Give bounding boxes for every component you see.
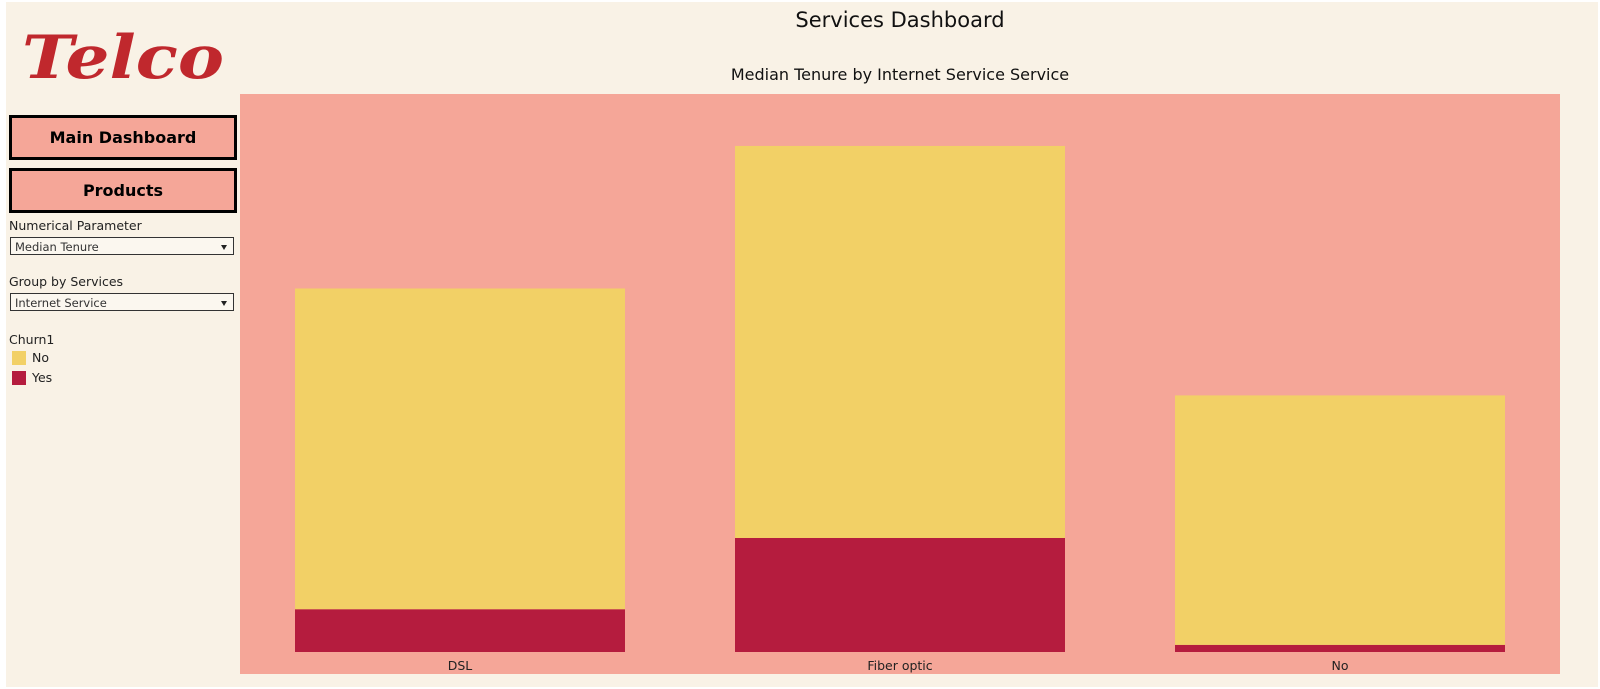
chart-title: Median Tenure by Internet Service Servic… <box>730 65 1070 84</box>
numerical-parameter-value: Median Tenure <box>15 240 99 254</box>
legend-item-yes[interactable]: Yes <box>12 370 52 385</box>
main-dashboard-button[interactable]: Main Dashboard <box>9 115 237 160</box>
legend-label-no: No <box>32 350 49 365</box>
bar-fiber-optic-no[interactable] <box>735 145 1065 538</box>
legend-item-no[interactable]: No <box>12 350 49 365</box>
numerical-parameter-label: Numerical Parameter <box>9 218 142 233</box>
dashboard-app: Telco Main Dashboard Products Numerical … <box>6 2 1598 687</box>
group-by-services-label: Group by Services <box>9 274 124 289</box>
numerical-parameter-select[interactable]: Median Tenure <box>10 237 234 255</box>
bar-dsl-no[interactable] <box>295 288 625 610</box>
group-by-services-value: Internet Service <box>15 296 107 310</box>
logo-text: Telco <box>22 23 224 93</box>
chevron-down-icon <box>221 245 227 250</box>
legend-swatch-no <box>12 350 26 365</box>
main-dashboard-label: Main Dashboard <box>49 128 197 147</box>
bar-no-no[interactable] <box>1175 395 1505 645</box>
telco-logo: Telco <box>20 14 240 94</box>
bar-no-yes[interactable] <box>1175 644 1505 652</box>
products-label: Products <box>82 181 164 200</box>
x-tick-label: Fiber optic <box>867 658 932 673</box>
group-by-services-select[interactable]: Internet Service <box>10 293 234 311</box>
bar-chart: DSL Fiber optic No <box>240 94 1560 674</box>
bar-fiber-optic-yes[interactable] <box>735 537 1065 652</box>
dashboard-title: Services Dashboard <box>795 8 1005 32</box>
legend-title: Churn1 <box>9 332 55 347</box>
bar-dsl-yes[interactable] <box>295 609 625 652</box>
x-tick-label: No <box>1332 658 1349 673</box>
legend-label-yes: Yes <box>32 370 53 385</box>
products-button[interactable]: Products <box>9 168 237 213</box>
x-tick-label: DSL <box>448 658 473 673</box>
legend-swatch-yes <box>12 370 26 385</box>
chevron-down-icon <box>221 301 227 306</box>
